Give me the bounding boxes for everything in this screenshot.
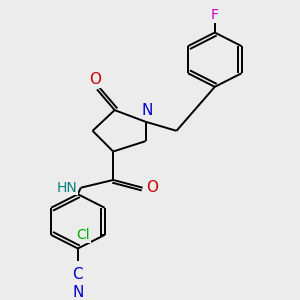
Text: Cl: Cl: [76, 228, 90, 242]
Text: O: O: [89, 72, 101, 87]
Text: N: N: [72, 285, 83, 300]
Text: HN: HN: [56, 181, 77, 195]
Text: O: O: [146, 180, 158, 195]
Text: F: F: [211, 8, 219, 22]
Text: N: N: [141, 103, 153, 118]
Text: C: C: [73, 267, 83, 282]
